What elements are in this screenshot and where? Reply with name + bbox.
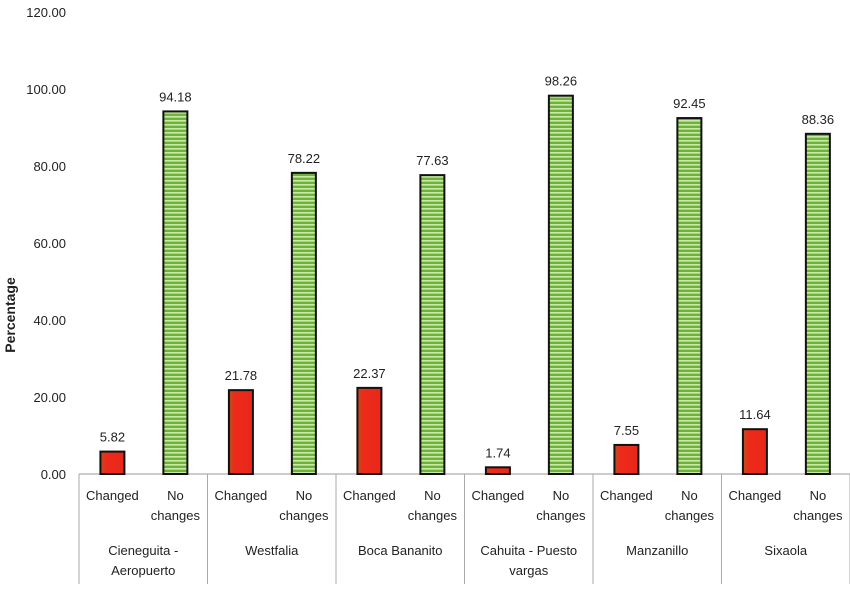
x-subcategory-label: changes xyxy=(408,508,458,523)
x-subcategory-label: changes xyxy=(536,508,586,523)
x-subcategory-label: Changed xyxy=(343,488,396,503)
x-group-label: Sixaola xyxy=(764,543,807,558)
x-group-label: Cahuita - Puesto xyxy=(480,543,577,558)
bar-changed xyxy=(484,466,511,475)
y-tick-label: 20.00 xyxy=(33,390,66,405)
y-tick-label: 80.00 xyxy=(33,159,66,174)
data-label: 22.37 xyxy=(353,366,386,381)
x-subcategory-label: No xyxy=(424,488,441,503)
x-subcategory-label: changes xyxy=(665,508,715,523)
data-label: 11.64 xyxy=(739,407,771,422)
data-label: 94.18 xyxy=(159,89,192,104)
x-group-label: Aeropuerto xyxy=(111,563,175,578)
data-label: 5.82 xyxy=(100,430,125,445)
x-group-label: Boca Bananito xyxy=(358,543,443,558)
bar-changed xyxy=(741,428,768,476)
bar-changed xyxy=(356,386,383,475)
y-axis-title: Percentage xyxy=(2,277,18,353)
x-subcategory-label: Changed xyxy=(600,488,653,503)
bar-no-changes xyxy=(162,110,189,475)
x-subcategory-label: Changed xyxy=(729,488,782,503)
x-group-label: Westfalia xyxy=(245,543,299,558)
y-tick-label: 0.00 xyxy=(41,467,66,482)
x-subcategory-label: Changed xyxy=(472,488,525,503)
bar-no-changes xyxy=(676,117,703,475)
data-label: 78.22 xyxy=(288,151,321,166)
bar-changed xyxy=(613,443,640,475)
x-subcategory-label: Changed xyxy=(86,488,139,503)
x-subcategory-label: No xyxy=(681,488,698,503)
x-subcategory-label: changes xyxy=(279,508,329,523)
data-label: 7.55 xyxy=(614,423,639,438)
x-group-label: Manzanillo xyxy=(626,543,688,558)
x-subcategory-label: changes xyxy=(151,508,201,523)
x-subcategory-label: changes xyxy=(793,508,843,523)
data-label: 88.36 xyxy=(802,112,835,127)
bar-changed xyxy=(227,389,254,475)
x-subcategory-label: No xyxy=(553,488,570,503)
x-subcategory-label: Changed xyxy=(215,488,268,503)
y-tick-label: 60.00 xyxy=(33,236,66,251)
y-tick-label: 40.00 xyxy=(33,313,66,328)
data-label: 98.26 xyxy=(545,74,578,89)
data-label: 21.78 xyxy=(225,368,258,383)
y-tick-label: 100.00 xyxy=(26,82,66,97)
bar-no-changes xyxy=(804,132,831,475)
x-subcategory-label: No xyxy=(810,488,827,503)
x-group-label: Cieneguita - xyxy=(108,543,178,558)
bar-changed xyxy=(99,450,126,475)
x-group-label: vargas xyxy=(509,563,549,578)
x-subcategory-label: No xyxy=(167,488,184,503)
bar-no-changes xyxy=(419,174,446,475)
x-subcategory-label: No xyxy=(296,488,313,503)
bar-no-changes xyxy=(290,171,317,475)
y-tick-label: 120.00 xyxy=(26,5,66,20)
bar-no-changes xyxy=(547,94,574,475)
data-label: 1.74 xyxy=(485,445,510,460)
data-label: 92.45 xyxy=(673,96,706,111)
data-label: 77.63 xyxy=(416,153,449,168)
